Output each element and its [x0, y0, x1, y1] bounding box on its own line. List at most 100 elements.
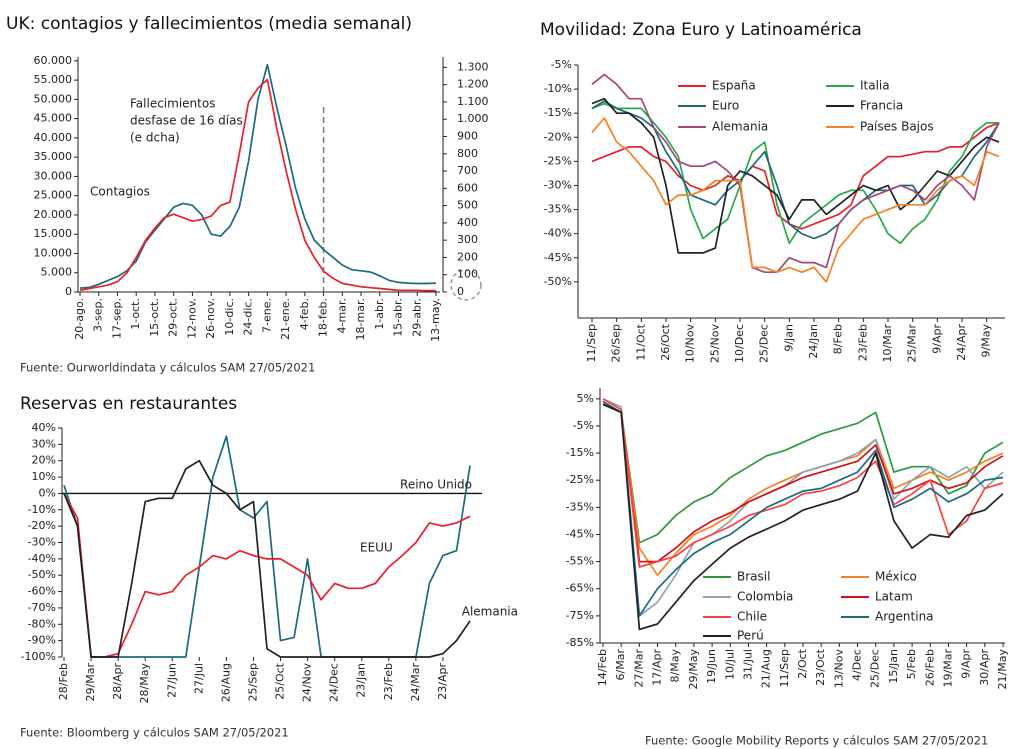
x-tick-label: 28/May — [138, 663, 151, 704]
y-tick-label: -45% — [544, 251, 572, 264]
x-tick-label: 10-dic. — [223, 298, 236, 336]
y-tick-label: -40% — [544, 227, 572, 240]
series-line — [591, 73, 1000, 274]
y-tick-label: 30.000 — [34, 169, 73, 182]
y-tick-label: 20.000 — [34, 208, 73, 221]
series-label: Reino Unido — [400, 478, 472, 492]
x-tick-label: 1-oct. — [129, 298, 142, 330]
y-tick-label: -20% — [544, 130, 572, 143]
x-tick-label: 26/Aug — [219, 663, 232, 702]
x-tick-label: 23/Apr — [436, 663, 449, 700]
y-tick-label: 40% — [32, 421, 56, 434]
y-tick-label: -5% — [573, 419, 594, 432]
x-tick-label: 13-may. — [429, 298, 442, 342]
x-tick-label: 21-ene. — [279, 298, 292, 340]
y2-tick-label: 1.300 — [457, 60, 489, 73]
legend-label: Francia — [860, 99, 903, 113]
y-tick-label: -35% — [544, 203, 572, 216]
x-tick-label: 25/Mar — [906, 324, 919, 363]
y2-tick-label: 500 — [457, 199, 478, 212]
x-tick-label: 21/May — [996, 649, 1009, 690]
y-tick-label: -85% — [566, 636, 594, 649]
legend-label: Alemania — [712, 120, 768, 134]
legend-label: Latam — [875, 590, 913, 604]
series-line — [602, 403, 1004, 544]
y-tick-label: -50% — [544, 275, 572, 288]
series-line — [63, 459, 471, 658]
y-tick-label: -90% — [28, 634, 56, 647]
x-tick-label: 20-ago. — [73, 298, 86, 340]
x-tick-label: 2/Oct — [796, 648, 809, 678]
x-tick-label: 8/May — [669, 649, 682, 683]
x-tick-label: 27/Jun — [165, 663, 178, 698]
x-tick-label: 25/Sep — [246, 663, 259, 701]
legend-label: Perú — [737, 629, 764, 643]
y-tick-label: -25% — [566, 473, 594, 486]
series-line — [602, 398, 1004, 568]
x-tick-label: 27/Mar — [632, 649, 645, 688]
series-label: Contagios — [90, 185, 150, 199]
y2-tick-label: 900 — [457, 129, 478, 142]
y-tick-label: -15% — [544, 106, 572, 119]
annotation: (e dcha) — [130, 131, 180, 145]
x-tick-label: 3-sep. — [92, 298, 105, 332]
x-tick-label: 28/Feb — [57, 663, 70, 700]
x-tick-label: 13/Nov — [832, 649, 845, 689]
legend-label: Chile — [737, 610, 767, 624]
series-line — [79, 63, 437, 289]
x-tick-label: 28/Apr — [111, 663, 124, 700]
y-tick-label: -15% — [566, 446, 594, 459]
y-tick-label: 0 — [65, 285, 72, 298]
x-tick-label: 10/Jul — [723, 649, 736, 680]
series-line — [602, 403, 1004, 563]
y-tick-label: 60.000 — [34, 54, 73, 67]
x-tick-label: 18-mar. — [354, 298, 367, 340]
series-line — [602, 400, 1004, 617]
x-tick-label: 29-abr. — [410, 298, 423, 337]
y-tick-label: 20% — [32, 454, 56, 467]
x-tick-label: 11/Sep — [778, 649, 791, 687]
x-tick-label: 23/Jan — [355, 663, 368, 698]
y2-tick-label: 1.200 — [457, 78, 489, 91]
y-tick-label: -35% — [566, 500, 594, 513]
legend-label: México — [875, 570, 917, 584]
x-tick-label: 29-oct. — [167, 298, 180, 337]
y-tick-label: 10.000 — [34, 246, 73, 259]
legend-label: Brasil — [737, 570, 770, 584]
legend-label: Países Bajos — [860, 120, 934, 134]
y-tick-label: -10% — [28, 503, 56, 516]
source-note: Fuente: Google Mobility Reports y cálcul… — [645, 734, 988, 748]
y2-tick-label: 1.100 — [457, 95, 489, 108]
legend-label: Italia — [860, 79, 890, 93]
legend-label: España — [712, 79, 756, 93]
chart-title: Movilidad: Zona Euro y Latinoamérica — [540, 20, 862, 40]
y-tick-label: 10% — [32, 470, 56, 483]
y-tick-label: -80% — [28, 617, 56, 630]
y-tick-label: 45.000 — [34, 112, 73, 125]
x-tick-label: 18-feb. — [317, 298, 330, 337]
x-tick-label: 25/Dec — [758, 324, 771, 363]
y-tick-label: 30% — [32, 437, 56, 450]
y2-tick-label: 1.000 — [457, 112, 489, 125]
y2-tick-label: 200 — [457, 250, 478, 263]
y2-tick-label: 300 — [457, 233, 478, 246]
y-tick-label: 35.000 — [34, 150, 73, 163]
x-tick-label: 25/Nov — [708, 324, 721, 364]
x-tick-label: 19/Mar — [941, 649, 954, 688]
y-tick-label: -5% — [551, 58, 572, 71]
x-tick-label: 26/Oct — [659, 323, 672, 360]
y2-tick-label: 800 — [457, 147, 478, 160]
x-tick-label: 4-feb. — [298, 298, 311, 330]
y-tick-label: -50% — [28, 568, 56, 581]
y-tick-label: -20% — [28, 519, 56, 532]
y-tick-label: 0% — [39, 486, 56, 499]
x-tick-label: 12-nov. — [185, 298, 198, 339]
y-tick-label: -40% — [28, 552, 56, 565]
x-tick-label: 6/Mar — [614, 649, 627, 681]
x-tick-label: 24/Dec — [328, 663, 341, 702]
series-line — [602, 403, 1004, 631]
y2-tick-label: 0 — [457, 285, 464, 298]
series-line — [63, 492, 471, 658]
x-tick-label: 27/Jul — [192, 663, 205, 694]
x-tick-label: 23/Feb — [856, 324, 869, 361]
